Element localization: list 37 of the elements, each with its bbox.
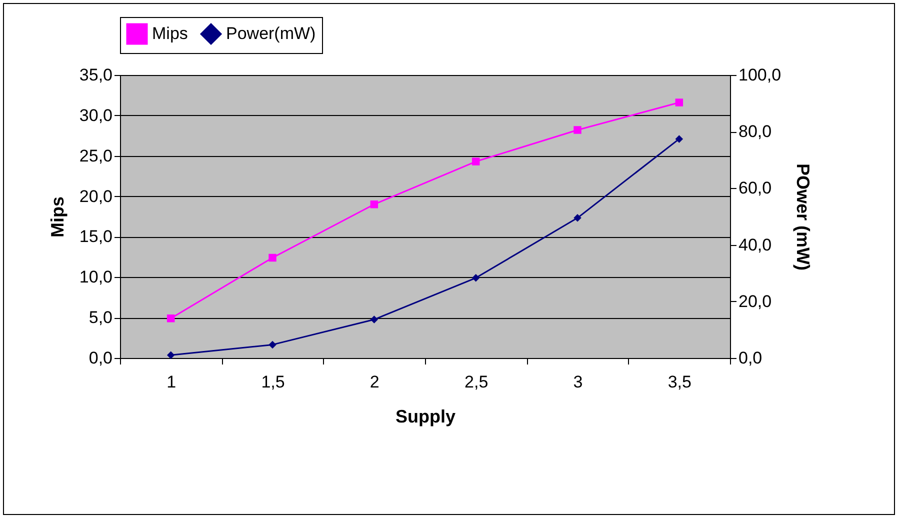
y2-axis-title: POwer (mW) (793, 163, 814, 271)
y-tick-label: 25,0 (79, 146, 112, 166)
point (675, 98, 684, 106)
y2-tick-label: 0,0 (738, 348, 762, 368)
y2-tick-label: 100,0 (738, 66, 782, 84)
y2-tick-label: 80,0 (738, 122, 772, 142)
point (268, 254, 276, 262)
point (166, 314, 175, 322)
point (574, 126, 582, 134)
point (166, 351, 175, 360)
y-tick-label: 20,0 (79, 186, 112, 206)
point (472, 274, 480, 282)
legend-label: Power(mW) (226, 24, 316, 43)
point (370, 316, 378, 324)
y2-tick-label: 60,0 (738, 178, 772, 198)
y-tick-label: 0,0 (88, 348, 112, 368)
y2-tick-label: 40,0 (738, 235, 772, 254)
point (574, 214, 582, 222)
y-axis-title: Mips (47, 196, 68, 238)
y-tick-label: 35,0 (79, 66, 112, 84)
point (472, 158, 480, 166)
x-tick-label: 2,5 (464, 372, 488, 392)
x-tick-label: 1 (166, 372, 176, 392)
y-tick-label: 5,0 (88, 308, 112, 328)
point (268, 340, 276, 349)
point (675, 135, 684, 143)
y-tick-label: 15,0 (79, 227, 112, 246)
x-axis-title: Supply (395, 406, 456, 426)
y-tick-label: 30,0 (79, 106, 112, 125)
point (370, 200, 378, 208)
x-tick-label: 2 (370, 372, 380, 392)
legend-label: Mips (152, 24, 188, 43)
x-tick-label: 3,5 (668, 372, 692, 392)
y-tick-label: 10,0 (79, 268, 112, 287)
y2-tick-label: 20,0 (738, 292, 772, 311)
x-tick-label: 3 (573, 372, 583, 392)
x-tick-label: 1,5 (261, 372, 285, 392)
